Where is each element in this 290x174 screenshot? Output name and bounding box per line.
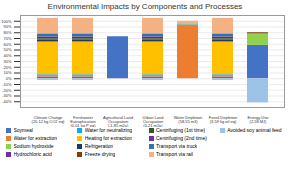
svg-text:50%: 50% [3,47,11,52]
svg-text:30%: 30% [3,59,11,64]
svg-text:-10%: -10% [2,82,12,87]
html-text:Heating for extraction: Heating for extraction [84,135,133,141]
svg-text:Energy Use(2.58 MJ): Energy Use(2.58 MJ) [248,115,270,124]
html-text:Freeze drying: Freeze drying [84,151,116,157]
svg-text:Water Depletion(58.55 m3): Water Depletion(58.55 m3) [174,115,203,124]
html-text:Water for extraction: Water for extraction [13,135,57,141]
html-text:Transport via truck: Transport via truck [156,143,198,149]
html-text:Hydrochloric acid: Hydrochloric acid [13,151,52,157]
html-text:Centrifuging (2nd time): Centrifuging (2nd time) [156,135,207,141]
svg-text:20%: 20% [3,65,11,70]
html-text:Refrigeration: Refrigeration [84,143,114,149]
svg-text:-30%: -30% [2,93,12,98]
svg-text:60%: 60% [3,42,11,47]
html-text:Sodium hydroxide: Sodium hydroxide [13,143,54,149]
svg-text:40%: 40% [3,53,11,58]
svg-text:Agricultural LandOccupation(-1: Agricultural LandOccupation(-1.85 m2a) [103,115,133,127]
html-text:Centrifuging (1st time): Centrifuging (1st time) [156,127,206,133]
html-text:Transport via rail: Transport via rail [156,151,194,157]
svg-text:-40%: -40% [2,99,12,104]
svg-text:Urban LandOccupation(0.21 m2a): Urban LandOccupation(0.21 m2a) [143,115,164,127]
svg-text:100%: 100% [1,19,12,24]
svg-text:0%: 0% [6,76,12,81]
svg-text:Climate Change(20.12 kg CO2 eq: Climate Change(20.12 kg CO2 eq) [32,115,66,124]
html-text:Soymeal: Soymeal [13,127,33,133]
svg-text:70%: 70% [3,36,11,41]
svg-text:90%: 90% [3,24,11,29]
svg-text:10%: 10% [3,70,11,75]
html-text:Avoided soy animal feed: Avoided soy animal feed [227,127,282,133]
svg-text:80%: 80% [3,30,11,35]
svg-text:-20%: -20% [2,88,12,93]
svg-text:FreshwaterEutrophication(0.01: FreshwaterEutrophication(0.01 kg P eq) [70,115,96,127]
html-text:Water for neutralizing: Water for neutralizing [84,127,133,133]
svg-text:Fossil Depletion(3.59 kg oil e: Fossil Depletion(3.59 kg oil eq) [209,115,237,124]
html-text:Environmental Impacts by Compo: Environmental Impacts by Components and … [47,2,243,11]
